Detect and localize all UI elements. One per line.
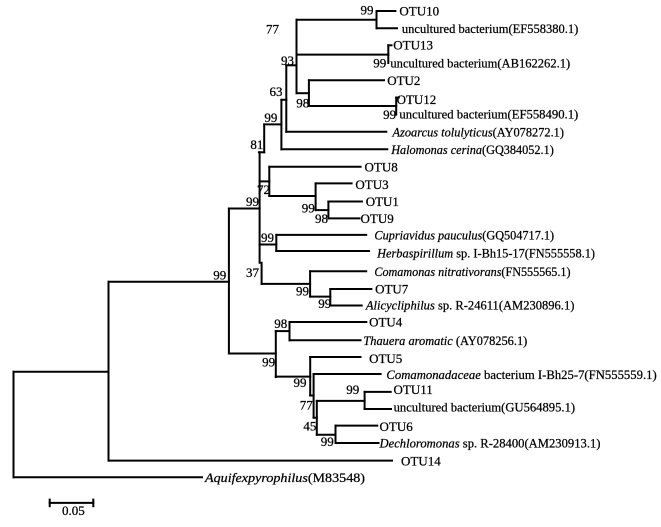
svg-text:OTU2: OTU2 — [387, 73, 420, 88]
svg-text:99: 99 — [246, 194, 259, 209]
svg-text:Comamonadaceae bacterium I-Bh2: Comamonadaceae bacterium I-Bh25-7(FN5555… — [386, 367, 656, 382]
svg-text:OTU7: OTU7 — [375, 281, 409, 296]
svg-text:Cupriavidus pauculus(GQ504717.: Cupriavidus pauculus(GQ504717.1) — [374, 228, 554, 243]
svg-text:OTU9: OTU9 — [361, 211, 394, 226]
svg-text:99: 99 — [346, 382, 359, 397]
svg-text:Azoarcus tolulyticus(AY078272.: Azoarcus tolulyticus(AY078272.1) — [392, 125, 564, 140]
svg-text:Aquifexpyrophilus(M83548): Aquifexpyrophilus (M83548) — [204, 470, 365, 485]
svg-text:OTU5: OTU5 — [369, 351, 402, 366]
svg-text:OTU4: OTU4 — [369, 315, 403, 330]
svg-text:Halomonas cerina(GQ384052.1): Halomonas cerina(GQ384052.1) — [390, 142, 554, 157]
svg-text:98: 98 — [315, 211, 328, 226]
svg-text:72: 72 — [257, 182, 270, 197]
svg-text:98: 98 — [296, 95, 309, 110]
svg-text:99: 99 — [264, 110, 277, 125]
svg-text:37: 37 — [246, 265, 260, 280]
svg-text:Herbaspirillum sp. I-Bh15-17(F: Herbaspirillum sp. I-Bh15-17(FN555558.1) — [376, 246, 595, 261]
svg-text:45: 45 — [303, 418, 316, 433]
svg-text:OTU8: OTU8 — [365, 160, 398, 175]
svg-text:0.05: 0.05 — [62, 503, 85, 518]
svg-text:77: 77 — [266, 22, 280, 37]
svg-text:99: 99 — [261, 230, 274, 245]
svg-text:99: 99 — [373, 56, 386, 71]
svg-text:uncultured bacterium(EF558490.: uncultured bacterium(EF558490.1) — [399, 107, 578, 122]
svg-text:99: 99 — [361, 3, 374, 18]
svg-text:uncultured bacterium(AB162262.: uncultured bacterium(AB162262.1) — [390, 55, 570, 70]
svg-text:Dechloromonas sp. R-28400(AM23: Dechloromonas sp. R-28400(AM230913.1) — [379, 435, 601, 450]
svg-text:OTU1: OTU1 — [366, 194, 399, 209]
svg-text:OTU10: OTU10 — [399, 4, 439, 19]
svg-text:93: 93 — [281, 53, 294, 68]
svg-text:Thauera aromatic (AY078256.1): Thauera aromatic (AY078256.1) — [363, 333, 527, 348]
svg-text:Alicycliphilus sp. R-24611(AM2: Alicycliphilus sp. R-24611(AM230896.1) — [365, 298, 574, 313]
svg-text:OTU6: OTU6 — [380, 419, 414, 434]
svg-text:81: 81 — [250, 137, 263, 152]
svg-text:uncultured bacterium(EF558380.: uncultured bacterium(EF558380.1) — [402, 21, 578, 36]
svg-text:98: 98 — [274, 316, 287, 331]
svg-text:OTU14: OTU14 — [401, 453, 441, 468]
svg-text:99: 99 — [262, 355, 275, 370]
svg-text:uncultured bacterium(GU564895.: uncultured bacterium(GU564895.1) — [394, 400, 575, 415]
svg-text:OTU3: OTU3 — [355, 177, 388, 192]
svg-text:99: 99 — [318, 296, 331, 311]
svg-text:99: 99 — [213, 268, 226, 283]
svg-text:63: 63 — [270, 84, 283, 99]
svg-text:99: 99 — [321, 434, 334, 449]
svg-text:OTU12: OTU12 — [397, 92, 437, 107]
svg-text:77: 77 — [300, 397, 314, 412]
svg-text:99: 99 — [296, 284, 309, 299]
svg-text:Comamonas nitrativorans(FN5555: Comamonas nitrativorans(FN555565.1) — [374, 264, 570, 279]
svg-text:99: 99 — [302, 201, 315, 216]
svg-text:OTU11: OTU11 — [394, 382, 433, 397]
svg-text:OTU13: OTU13 — [393, 38, 433, 53]
svg-text:99: 99 — [383, 107, 396, 122]
svg-text:99: 99 — [294, 375, 307, 390]
